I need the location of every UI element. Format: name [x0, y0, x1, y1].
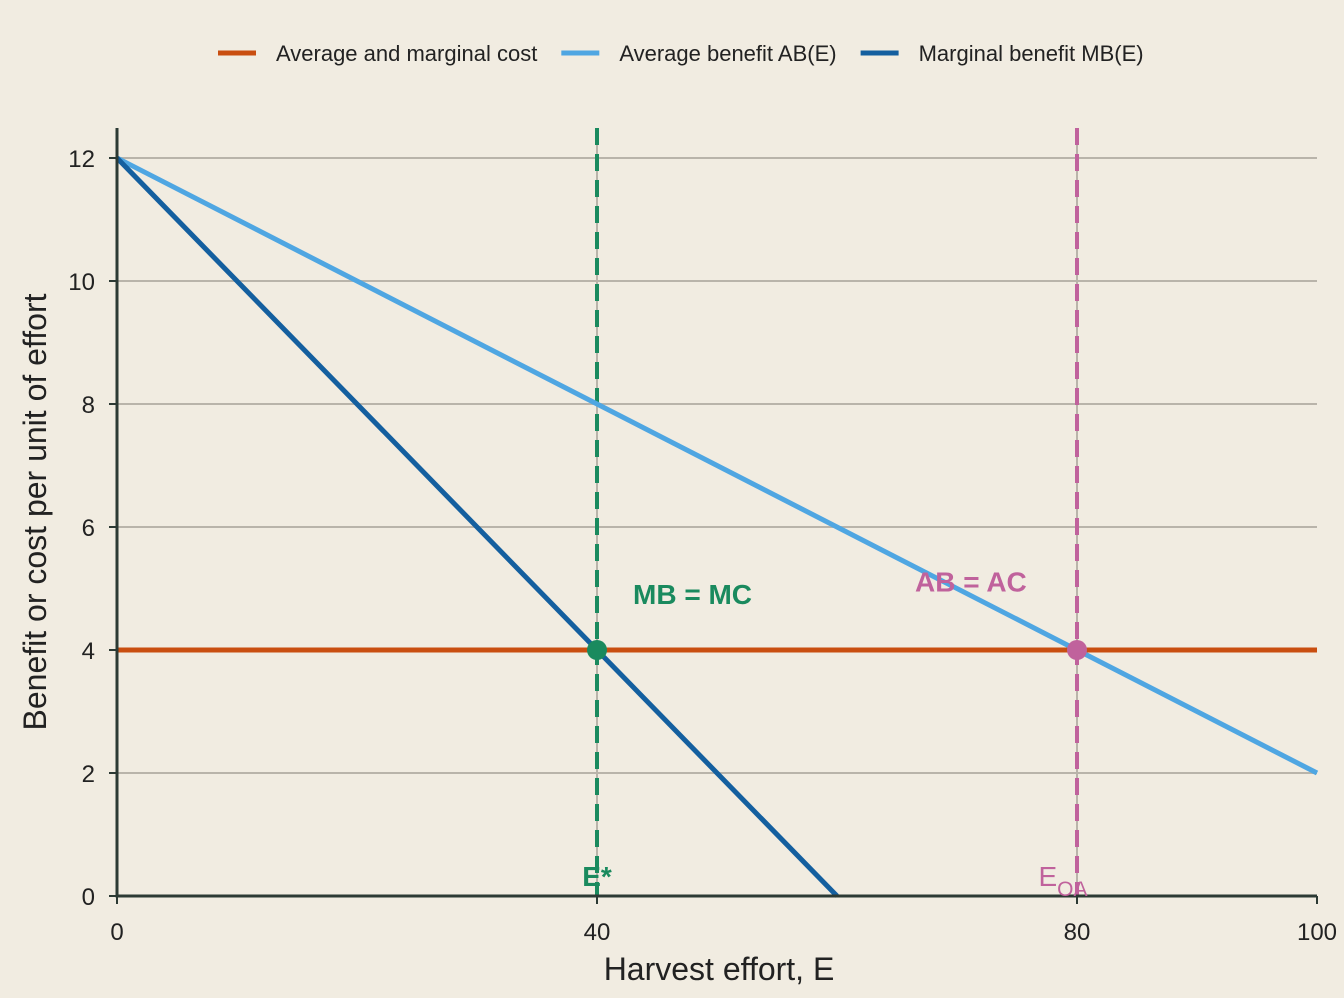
legend-label-1: Average benefit AB(E) — [619, 41, 836, 66]
reference-label-subscript-1: OA — [1057, 878, 1087, 901]
x-tick-label-80: 80 — [1064, 919, 1091, 946]
intersection-point-0 — [587, 640, 607, 660]
legend: Average and marginal cost Average benefit… — [218, 41, 1144, 66]
y-tick-label-10: 10 — [68, 269, 95, 296]
x-axis-title: Harvest effort, E — [604, 951, 835, 987]
axis-layer: 0 2 4 6 8 10 12 0 40 80 100 — [68, 128, 1337, 946]
series-layer — [115, 155, 1319, 898]
y-tick-label-12: 12 — [68, 146, 95, 173]
x-tick-label-100: 100 — [1297, 919, 1337, 946]
y-tick-label-8: 8 — [82, 392, 95, 419]
y-tick-label-4: 4 — [82, 638, 95, 665]
annotation-1: AB = AC — [915, 567, 1027, 598]
grid-layer — [117, 128, 1317, 896]
y-tick-label-2: 2 — [82, 761, 95, 788]
reference-label-0: E* — [582, 861, 612, 892]
legend-label-0: Average and marginal cost — [276, 41, 537, 66]
points-layer — [587, 640, 1087, 660]
y-tick-label-6: 6 — [82, 515, 95, 542]
x-tick-label-40: 40 — [584, 919, 611, 946]
legend-label-2: Marginal benefit MB(E) — [919, 41, 1144, 66]
y-axis-title: Benefit or cost per unit of effort — [17, 293, 53, 730]
annotation-0: MB = MC — [633, 579, 752, 610]
reference-lines-layer — [595, 128, 1079, 896]
series-line-2 — [115, 156, 839, 898]
intersection-point-1 — [1067, 640, 1087, 660]
x-tick-label-0: 0 — [110, 919, 123, 946]
y-tick-label-0: 0 — [82, 884, 95, 911]
series-line-1 — [115, 155, 1319, 776]
